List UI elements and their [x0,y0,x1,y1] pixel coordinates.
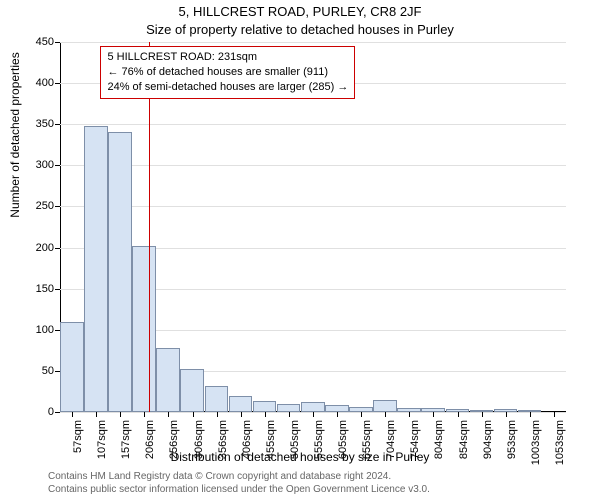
chart-container: 5, HILLCREST ROAD, PURLEY, CR8 2JF Size … [0,0,600,500]
annotation-box: 5 HILLCREST ROAD: 231sqm← 76% of detache… [100,46,355,99]
y-tick-mark [55,42,60,43]
x-tick-mark [433,412,434,417]
histogram-bar [60,322,84,412]
y-tick-label: 100 [24,324,54,336]
x-tick-label: 1053sqm [554,420,566,470]
histogram-bar [277,404,301,412]
histogram-bar [156,348,180,412]
footer-line2: Contains public sector information licen… [48,484,430,495]
x-tick-label: 356sqm [217,420,229,470]
plot-inner: 5 HILLCREST ROAD: 231sqm← 76% of detache… [60,42,566,412]
y-axis-label: Number of detached properties [8,35,22,235]
x-tick-mark [193,412,194,417]
histogram-bar [229,396,253,412]
x-tick-label: 704sqm [385,420,397,470]
x-tick-mark [361,412,362,417]
grid-line [60,42,566,43]
y-tick-mark [55,206,60,207]
x-tick-mark [482,412,483,417]
histogram-bar [301,402,325,412]
grid-line [60,124,566,125]
x-tick-label: 505sqm [289,420,301,470]
y-tick-label: 250 [24,200,54,212]
x-tick-label: 1003sqm [530,420,542,470]
x-tick-mark [506,412,507,417]
x-tick-mark [72,412,73,417]
footer-line1: Contains HM Land Registry data © Crown c… [48,471,391,482]
x-tick-mark [458,412,459,417]
y-tick-label: 450 [24,36,54,48]
plot-area: 5 HILLCREST ROAD: 231sqm← 76% of detache… [60,42,566,412]
x-tick-label: 256sqm [168,420,180,470]
y-tick-mark [55,289,60,290]
y-tick-label: 350 [24,118,54,130]
x-tick-label: 306sqm [193,420,205,470]
y-tick-label: 400 [24,77,54,89]
histogram-bar [205,386,229,412]
x-tick-mark [554,412,555,417]
x-tick-mark [385,412,386,417]
annotation-line2: ← 76% of detached houses are smaller (91… [107,65,348,80]
x-tick-label: 904sqm [482,420,494,470]
x-tick-label: 854sqm [458,420,470,470]
y-tick-mark [55,248,60,249]
grid-line [60,206,566,207]
histogram-bar [180,369,204,412]
grid-line [60,165,566,166]
x-tick-mark [241,412,242,417]
chart-title-line2: Size of property relative to detached ho… [0,22,600,37]
y-tick-mark [55,165,60,166]
y-tick-label: 150 [24,283,54,295]
x-tick-mark [96,412,97,417]
x-tick-label: 655sqm [361,420,373,470]
x-tick-mark [530,412,531,417]
y-tick-mark [55,83,60,84]
x-tick-mark [313,412,314,417]
x-tick-label: 157sqm [120,420,132,470]
y-tick-mark [55,412,60,413]
y-tick-label: 200 [24,242,54,254]
annotation-line1: 5 HILLCREST ROAD: 231sqm [107,50,348,65]
x-tick-label: 57sqm [72,420,84,470]
y-tick-label: 0 [24,406,54,418]
x-tick-mark [144,412,145,417]
x-tick-label: 953sqm [506,420,518,470]
x-tick-mark [265,412,266,417]
x-tick-label: 455sqm [265,420,277,470]
y-tick-label: 300 [24,159,54,171]
x-tick-label: 754sqm [409,420,421,470]
x-tick-mark [409,412,410,417]
x-tick-label: 804sqm [433,420,445,470]
histogram-bar [373,400,397,412]
histogram-bar [84,126,108,412]
x-tick-mark [217,412,218,417]
x-tick-mark [289,412,290,417]
x-tick-mark [337,412,338,417]
histogram-bar [108,132,132,412]
y-tick-label: 50 [24,365,54,377]
y-tick-mark [55,124,60,125]
x-tick-label: 555sqm [313,420,325,470]
x-tick-mark [120,412,121,417]
histogram-bar [132,246,156,412]
x-tick-label: 605sqm [337,420,349,470]
x-tick-label: 206sqm [144,420,156,470]
annotation-line3: 24% of semi-detached houses are larger (… [107,80,348,95]
x-tick-mark [168,412,169,417]
x-tick-label: 107sqm [96,420,108,470]
x-tick-label: 406sqm [241,420,253,470]
chart-title-line1: 5, HILLCREST ROAD, PURLEY, CR8 2JF [0,4,600,19]
histogram-bar [253,401,277,413]
